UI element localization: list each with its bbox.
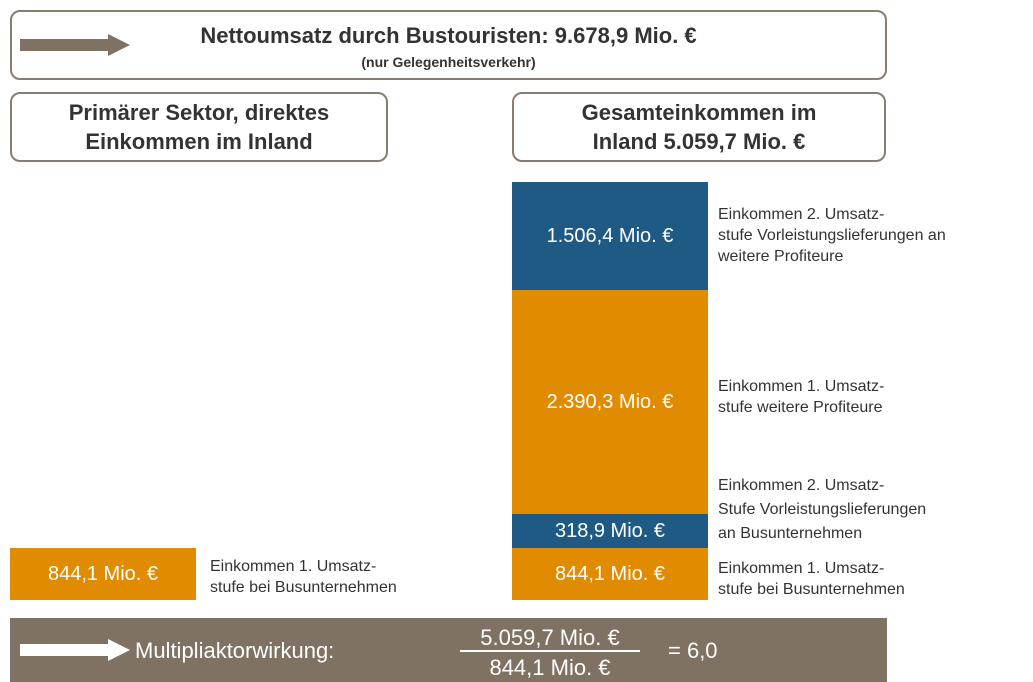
- line: Einkommen im Inland: [85, 129, 313, 154]
- note: Einkommen 1. Umsatz-stufe bei Busunterne…: [210, 556, 397, 598]
- line: Einkommen 1. Umsatz-: [718, 378, 885, 395]
- numerator: 5.059,7 Mio. €: [460, 626, 640, 652]
- line: Einkommen 2. Umsatz-: [718, 477, 885, 494]
- block: 1.506,4 Mio. €: [512, 182, 708, 290]
- arrow: [20, 639, 130, 661]
- line: Einkommen 1. Umsatz-: [718, 560, 885, 577]
- line: stufe weitere Profiteure: [718, 399, 883, 416]
- block: 844,1 Mio. €: [512, 548, 708, 600]
- line: Primärer Sektor, direktes: [68, 100, 330, 125]
- note: Einkommen 1. Umsatz-stufe weitere Profit…: [718, 376, 884, 418]
- footer: Multipliaktorwirkung: 5.059,7 Mio. € 844…: [10, 618, 887, 682]
- note: Einkommen 1. Umsatz-stufe bei Busunterne…: [718, 558, 905, 600]
- line: an Busunternehmen: [718, 525, 863, 542]
- right-header: Gesamteinkommen im Inland 5.059,7 Mio. €: [512, 92, 886, 162]
- subtitle: (nur Gelegenheitsverkehr): [361, 54, 536, 70]
- line: Einkommen 1. Umsatz-: [210, 558, 377, 575]
- line: weitere Profiteure: [718, 248, 844, 265]
- title-box: Nettoumsatz durch Bustouristen: 9.678,9 …: [10, 10, 887, 80]
- block: 318,9 Mio. €: [512, 514, 708, 548]
- block: 844,1 Mio. €: [10, 548, 196, 600]
- line: stufe bei Busunternehmen: [210, 579, 397, 596]
- note: Einkommen 2. Umsatz- Stufe Vorleistungsli…: [718, 474, 926, 546]
- line: Inland 5.059,7 Mio. €: [592, 129, 806, 154]
- note: Einkommen 2. Umsatz-stufe Vorleistungsli…: [718, 204, 946, 267]
- line: Gesamteinkommen im: [581, 100, 817, 125]
- arrow: [20, 34, 130, 56]
- line: Einkommen 2. Umsatz-: [718, 206, 885, 223]
- block: 2.390,3 Mio. €: [512, 290, 708, 514]
- denominator: 844,1 Mio. €: [489, 655, 611, 680]
- left-header: Primärer Sektor, direktes Einkommen im I…: [10, 92, 388, 162]
- label: Multipliaktorwirkung:: [135, 638, 335, 663]
- result: = 6,0: [668, 638, 718, 663]
- line: stufe Vorleistungslieferungen an: [718, 227, 946, 244]
- line: Stufe Vorleistungslieferungen: [718, 501, 927, 518]
- title: Nettoumsatz durch Bustouristen: 9.678,9 …: [200, 23, 697, 48]
- line: stufe bei Busunternehmen: [718, 581, 905, 598]
